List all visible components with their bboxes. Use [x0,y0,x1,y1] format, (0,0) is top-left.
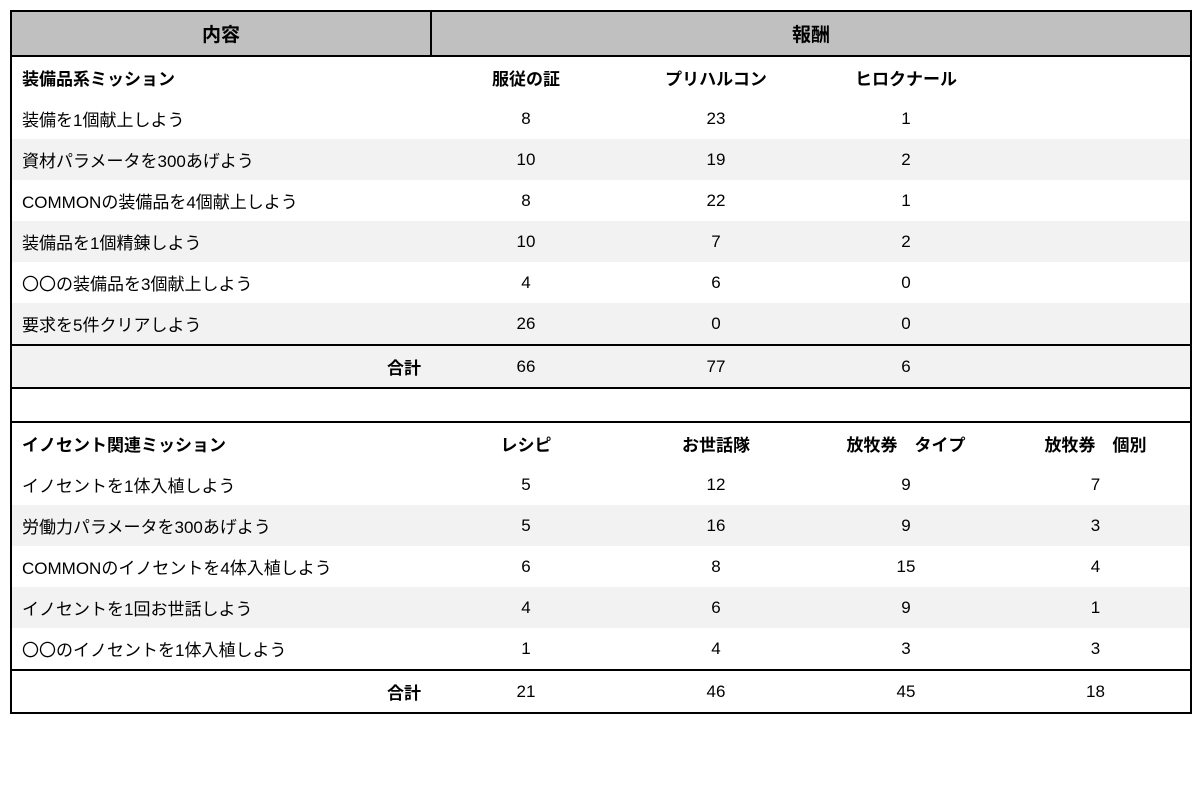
table-row: 労働力パラメータを300あげよう51693 [11,505,1191,546]
row-value: 3 [1001,505,1191,546]
row-value: 16 [621,505,811,546]
section1-title: 装備品系ミッション [11,56,431,98]
section1-total-3 [1001,345,1191,388]
header-reward: 報酬 [431,11,1191,56]
section2-head: イノセント関連ミッション レシピ お世話隊 放牧券 タイプ 放牧券 個別 [11,422,1191,464]
table-row: 要求を5件クリアしよう2600 [11,303,1191,345]
table-row: 資材パラメータを300あげよう10192 [11,139,1191,180]
row-value: 19 [621,139,811,180]
row-value: 23 [621,98,811,139]
row-label: 〇〇の装備品を3個献上しよう [11,262,431,303]
mission-reward-table: 内容 報酬 装備品系ミッション 服従の証 プリハルコン ヒロクナール 装備を1個… [10,10,1192,714]
row-value [1001,262,1191,303]
table-header: 内容 報酬 [11,11,1191,56]
row-value: 9 [811,587,1001,628]
table-row: 〇〇の装備品を3個献上しよう460 [11,262,1191,303]
section1-total-1: 77 [621,345,811,388]
row-value: 1 [431,628,621,670]
section1-head: 装備品系ミッション 服従の証 プリハルコン ヒロクナール [11,56,1191,98]
row-value: 4 [621,628,811,670]
row-value: 15 [811,546,1001,587]
section2-total-0: 21 [431,670,621,713]
row-value: 0 [621,303,811,345]
section1-rows: 装備を1個献上しよう8231資材パラメータを300あげよう10192COMMON… [11,98,1191,345]
row-value: 3 [1001,628,1191,670]
row-value: 4 [1001,546,1191,587]
table-row: イノセントを1体入植しよう51297 [11,464,1191,505]
row-label: 資材パラメータを300あげよう [11,139,431,180]
row-label: COMMONのイノセントを4体入植しよう [11,546,431,587]
table-row: 〇〇のイノセントを1体入植しよう1433 [11,628,1191,670]
row-value [1001,180,1191,221]
row-value: 8 [431,180,621,221]
row-value: 9 [811,464,1001,505]
section2-total-3: 18 [1001,670,1191,713]
row-value: 3 [811,628,1001,670]
spacer-row [11,388,1191,422]
row-label: 〇〇のイノセントを1体入植しよう [11,628,431,670]
row-value: 9 [811,505,1001,546]
row-label: COMMONの装備品を4個献上しよう [11,180,431,221]
table-row: COMMONの装備品を4個献上しよう8221 [11,180,1191,221]
section2-total-2: 45 [811,670,1001,713]
row-label: 労働力パラメータを300あげよう [11,505,431,546]
row-label: 装備を1個献上しよう [11,98,431,139]
section1-reward-2: ヒロクナール [811,56,1001,98]
row-value: 26 [431,303,621,345]
row-value: 8 [431,98,621,139]
row-label: 要求を5件クリアしよう [11,303,431,345]
row-value: 2 [811,221,1001,262]
row-label: イノセントを1体入植しよう [11,464,431,505]
section1-reward-1: プリハルコン [621,56,811,98]
row-value: 12 [621,464,811,505]
section2-rows: イノセントを1体入植しよう51297労働力パラメータを300あげよう51693C… [11,464,1191,670]
row-value: 6 [621,587,811,628]
section2-reward-3: 放牧券 個別 [1001,422,1191,464]
section1-reward-3 [1001,56,1191,98]
table-row: COMMONのイノセントを4体入植しよう68154 [11,546,1191,587]
section2-total-row: 合計 21 46 45 18 [11,670,1191,713]
row-value: 1 [811,180,1001,221]
row-value: 0 [811,262,1001,303]
section2-total-1: 46 [621,670,811,713]
row-value: 22 [621,180,811,221]
row-value: 6 [621,262,811,303]
table-row: 装備を1個献上しよう8231 [11,98,1191,139]
section1-total-label: 合計 [11,345,431,388]
row-value [1001,303,1191,345]
section1-reward-0: 服従の証 [431,56,621,98]
row-value: 10 [431,221,621,262]
section2-total-label: 合計 [11,670,431,713]
row-value: 8 [621,546,811,587]
section2-title: イノセント関連ミッション [11,422,431,464]
row-value: 1 [811,98,1001,139]
row-value: 0 [811,303,1001,345]
row-value: 4 [431,262,621,303]
section2-reward-2: 放牧券 タイプ [811,422,1001,464]
section2-reward-0: レシピ [431,422,621,464]
header-content: 内容 [11,11,431,56]
section1-total-row: 合計 66 77 6 [11,345,1191,388]
row-value: 4 [431,587,621,628]
row-label: 装備品を1個精錬しよう [11,221,431,262]
row-value: 7 [621,221,811,262]
row-value [1001,98,1191,139]
row-value: 6 [431,546,621,587]
row-value: 7 [1001,464,1191,505]
row-value: 5 [431,505,621,546]
table-row: 装備品を1個精錬しよう1072 [11,221,1191,262]
row-value [1001,139,1191,180]
section1-total-0: 66 [431,345,621,388]
section1-total-2: 6 [811,345,1001,388]
table-row: イノセントを1回お世話しよう4691 [11,587,1191,628]
row-value: 2 [811,139,1001,180]
row-value [1001,221,1191,262]
row-value: 1 [1001,587,1191,628]
row-value: 10 [431,139,621,180]
row-value: 5 [431,464,621,505]
section2-reward-1: お世話隊 [621,422,811,464]
row-label: イノセントを1回お世話しよう [11,587,431,628]
